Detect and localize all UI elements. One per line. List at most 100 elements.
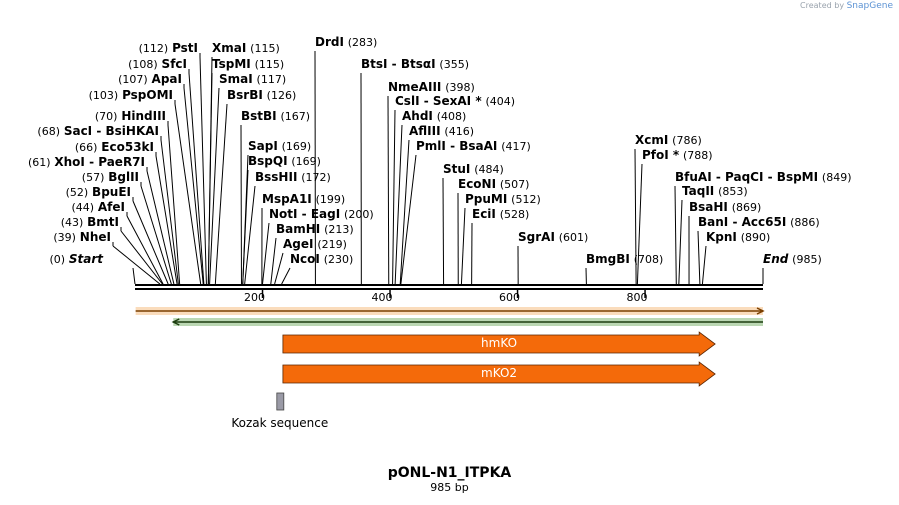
site-label-pfoi[interactable]: PfoI * (788) [642,148,713,163]
site-label-taqii[interactable]: TaqII (853) [682,184,748,199]
site-label-sgrai[interactable]: SgrAI (601) [518,230,588,245]
site-label-sfci[interactable]: (108) SfcI [128,57,187,72]
site-label-agei[interactable]: AgeI (219) [283,237,347,252]
site-position: (172) [301,171,331,184]
site-name-separator: - [711,170,726,184]
site-name: AhdI [402,109,433,123]
site-label-nhei[interactable]: (39) NheI [53,230,111,245]
site-label-end[interactable]: End (985) [763,252,822,267]
site-label-csli[interactable]: CslI - SexAI * (404) [395,94,515,109]
site-position: (115) [254,58,285,71]
site-name: BmgBI [586,252,630,266]
feature-label-hmko[interactable]: hmKO [481,336,518,350]
site-name: BstBI [241,109,277,123]
site-label-bamhi[interactable]: BamHI (213) [276,222,354,237]
site-name: PspOMI [122,88,173,102]
site-name: StuI [443,162,471,176]
site-label-bmti[interactable]: (43) BmtI [61,215,119,230]
site-name: BfuAI [675,170,712,184]
site-label-pmli[interactable]: PmlI - BsaAI (417) [416,139,531,154]
site-label-smai[interactable]: SmaI (117) [219,72,286,87]
site-label-hindiii[interactable]: (70) HindIII [95,109,166,124]
snapgene-brand: Created by SnapGene [800,1,893,11]
site-label-kpni[interactable]: KpnI (890) [706,230,770,245]
site-leader-line [140,185,172,285]
feature-label-mko2[interactable]: mKO2 [481,366,518,380]
site-label-start[interactable]: (0) Start [49,252,103,267]
feature-arrow-hmko [282,331,716,357]
site-label-xhoi[interactable]: (61) XhoI - PaeR7I [28,155,145,170]
site-label-ahdi[interactable]: AhdI (408) [402,109,466,124]
site-label-tspmi[interactable]: TspMI (115) [212,57,284,72]
site-label-pspomi[interactable]: (103) PspOMI [89,88,173,103]
site-label-btsi[interactable]: BtsI - BtsαI (355) [361,57,469,72]
site-label-psti[interactable]: (112) PstI [139,41,198,56]
site-label-bsrbi[interactable]: BsrBI (126) [227,88,296,103]
site-label-ppumi[interactable]: PpuMI (512) [465,192,541,207]
site-label-afliii[interactable]: AflIII (416) [409,124,474,139]
site-position: (70) [94,110,118,123]
site-label-drdi[interactable]: DrdI (283) [315,35,377,50]
snapgene-logo: SnapGene [846,1,893,11]
site-label-xcmi[interactable]: XcmI (786) [635,133,702,148]
site-name: HindIII [121,109,166,123]
site-position: (169) [291,155,321,168]
site-leader-line [394,124,403,285]
site-position: (66) [74,141,98,154]
site-label-saci[interactable]: (68) SacI - BsiHKAI [37,124,159,139]
site-label-bmgbi[interactable]: BmgBI (708) [586,252,663,267]
site-name: MspA1I [262,192,312,206]
site-leader-line [399,139,410,285]
site-name: BspQI [248,154,288,168]
site-label-sapi[interactable]: SapI (169) [248,139,311,154]
site-position: (601) [558,231,589,244]
site-leader-line [112,245,161,285]
site-name: NotI [269,207,298,221]
site-leader-line [146,170,175,285]
site-label-bsshii[interactable]: BssHII (172) [255,170,331,185]
site-name: BtsαI [400,57,436,71]
site-leader-line [214,103,228,285]
site-position: (68) [37,125,60,138]
site-label-afei[interactable]: (44) AfeI [71,200,125,215]
site-position: (890) [740,231,771,244]
site-name: BamHI [276,222,321,236]
site-position: (112) [138,42,169,55]
site-name: SapI [248,139,278,153]
site-label-apai[interactable]: (107) ApaI [118,72,182,87]
site-name: ApaI [151,72,182,86]
site-label-bsahi[interactable]: BsaHI (869) [689,200,761,215]
site-label-xmai[interactable]: XmaI (115) [212,41,280,56]
site-position: (0) [49,253,66,266]
site-label-ncoi[interactable]: NcoI (230) [290,252,353,267]
site-leader-line [400,154,417,285]
site-name: BsaAI [459,139,498,153]
site-name: TspMI [212,57,251,71]
site-label-econi[interactable]: EcoNI (507) [458,177,529,192]
site-name-separator: - [297,207,311,221]
site-label-bfuai[interactable]: BfuAI - PaqCI - BspMI (849) [675,170,852,185]
site-name: EagI [310,207,341,221]
site-label-ecii[interactable]: EciI (528) [472,207,529,222]
feature-arrow-mko2 [282,361,716,387]
site-position: (57) [81,171,105,184]
site-label-stui[interactable]: StuI (484) [443,162,504,177]
site-label-eco53ki[interactable]: (66) Eco53kI [75,140,154,155]
site-label-noti[interactable]: NotI - EagI (200) [269,207,374,222]
site-label-bani[interactable]: BanI - Acc65I (886) [698,215,820,230]
site-label-bstbi[interactable]: BstBI (167) [241,109,310,124]
site-label-mspa1i[interactable]: MspA1I (199) [262,192,345,207]
site-name: SmaI [219,72,253,86]
site-label-bspqi[interactable]: BspQI (169) [248,154,321,169]
site-leader-line [701,245,707,285]
site-name: BsiHKAI [105,124,160,138]
site-label-bpuei[interactable]: (52) BpuEI [66,185,131,200]
site-label-nmeaiii[interactable]: NmeAIII (398) [388,80,475,95]
site-label-bglii[interactable]: (57) BglII [82,170,139,185]
site-leader-line [199,56,207,285]
site-name: End [763,252,789,266]
kozak-label[interactable]: Kozak sequence [231,416,329,430]
site-name: BpuEI [92,185,131,199]
site-leader-line [274,252,284,285]
site-leader-line [387,95,390,285]
